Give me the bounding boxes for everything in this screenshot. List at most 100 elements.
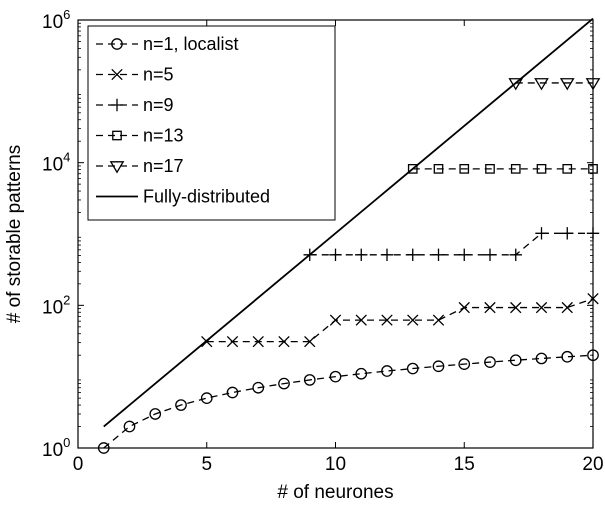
legend-item: Fully-distributed — [96, 187, 270, 207]
x-tick-label: 15 — [454, 454, 475, 475]
y-tick-exponent: 2 — [63, 292, 70, 307]
series-n-5 — [201, 293, 599, 348]
legend-label: n=5 — [143, 65, 174, 85]
data-point — [459, 163, 470, 174]
data-point — [252, 335, 264, 348]
data-point — [485, 163, 495, 174]
y-tick-label: 106 — [42, 7, 70, 33]
data-point — [329, 370, 342, 383]
series-line — [206, 298, 594, 343]
data-point — [432, 314, 445, 326]
data-point — [252, 381, 265, 394]
legend-label: n=1, localist — [143, 34, 239, 54]
data-point — [534, 78, 549, 91]
data-point — [149, 408, 162, 420]
data-point — [458, 301, 470, 314]
data-point — [380, 248, 394, 261]
legend-item: n=9 — [96, 95, 174, 115]
legend-marker — [110, 98, 124, 112]
y-tick-exponent: 6 — [63, 7, 70, 22]
x-axis-label: # of neurones — [277, 482, 393, 503]
data-point — [303, 374, 316, 386]
x-tick-label: 0 — [73, 454, 84, 475]
data-point — [278, 377, 290, 390]
data-point — [484, 356, 496, 368]
data-point — [587, 349, 599, 362]
y-tick-base: 10 — [42, 297, 63, 318]
data-point — [407, 163, 418, 174]
series-n-17 — [508, 78, 601, 91]
data-point — [432, 360, 445, 373]
data-point — [585, 78, 601, 91]
data-point — [458, 248, 471, 261]
data-point — [355, 314, 367, 326]
data-point — [483, 248, 497, 261]
y-tick-base: 10 — [42, 155, 63, 176]
data-point — [226, 386, 239, 399]
y-axis-label: # of storable patterns — [4, 145, 25, 324]
series-n-1-localist — [97, 349, 599, 454]
data-point — [226, 335, 239, 348]
data-point — [559, 78, 575, 91]
data-point — [484, 301, 496, 314]
data-point — [329, 248, 342, 261]
data-point — [509, 248, 522, 261]
series-n-9 — [303, 227, 600, 261]
legend-marker — [112, 130, 122, 141]
data-point — [562, 163, 573, 174]
x-tick-label: 20 — [582, 454, 603, 475]
data-point — [587, 293, 599, 305]
legend: n=1, localist n=5 n=9 n=13 n=17 Fully-distrib… — [87, 25, 336, 221]
legend-label: n=17 — [143, 156, 184, 176]
data-point — [535, 227, 548, 240]
y-tick-exponent: 0 — [63, 435, 70, 450]
x-tick-label: 5 — [201, 454, 212, 475]
legend-item: n=1, localist — [96, 34, 239, 54]
data-point — [304, 335, 316, 348]
data-point — [355, 248, 368, 261]
data-point — [355, 367, 368, 380]
x-tick-label: 10 — [325, 454, 346, 475]
y-tick-exponent: 4 — [63, 150, 70, 165]
legend-label: Fully-distributed — [143, 187, 270, 207]
legend-label: n=9 — [143, 95, 174, 115]
y-tick-label: 104 — [42, 150, 70, 176]
y-tick-label: 102 — [42, 292, 70, 318]
series-n-13 — [407, 163, 598, 174]
data-point — [200, 392, 213, 404]
data-point — [381, 365, 393, 377]
data-point — [432, 248, 445, 261]
legend-marker — [111, 38, 123, 50]
data-point — [458, 358, 471, 370]
legend-item: n=17 — [96, 156, 184, 176]
series-layer — [97, 17, 601, 454]
data-point — [381, 314, 393, 326]
legend-marker — [111, 68, 123, 81]
data-point — [407, 314, 419, 326]
data-point — [588, 163, 598, 174]
series-line — [103, 354, 594, 449]
data-point — [123, 420, 136, 433]
data-point — [508, 78, 524, 91]
data-point — [97, 442, 110, 454]
y-tick-label: 100 — [42, 435, 70, 461]
data-point — [433, 163, 444, 174]
data-point — [561, 350, 574, 363]
data-point — [509, 354, 522, 367]
data-point — [510, 163, 521, 174]
series-line — [103, 17, 594, 428]
data-point — [175, 399, 187, 411]
y-tick-base: 10 — [42, 12, 63, 33]
data-point — [278, 335, 290, 348]
legend-box — [87, 25, 336, 221]
legend-marker — [109, 161, 125, 174]
data-point — [536, 163, 547, 174]
series-fully-distributed — [103, 17, 594, 428]
legend-item: n=13 — [96, 126, 184, 146]
data-point — [329, 314, 342, 326]
data-point — [406, 248, 419, 261]
data-point — [510, 301, 522, 314]
data-point — [561, 301, 573, 314]
